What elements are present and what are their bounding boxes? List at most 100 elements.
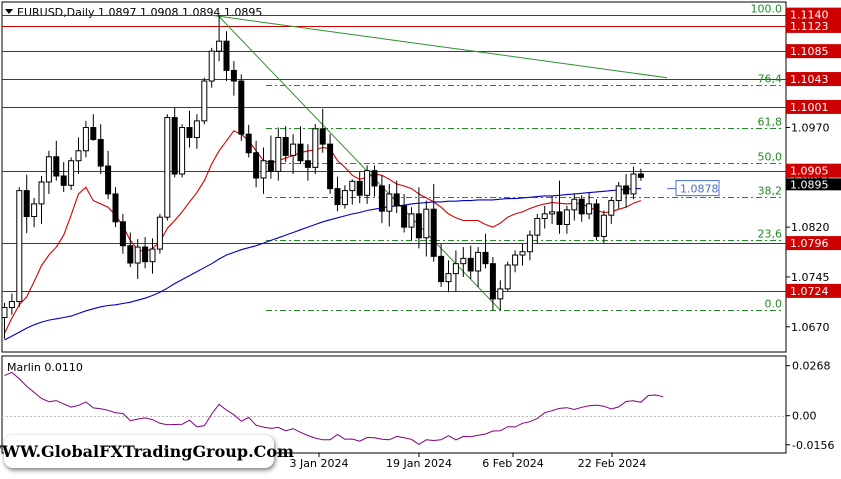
fib-label-5: 23,6 xyxy=(758,228,783,241)
candle-body xyxy=(467,257,474,272)
marlin-line xyxy=(4,371,664,445)
candle xyxy=(1,302,8,339)
candle-body xyxy=(297,143,304,162)
trendline-1 xyxy=(218,16,501,311)
candle-body xyxy=(90,127,97,140)
fib-label-2: 61,8 xyxy=(758,116,783,129)
candle-body xyxy=(171,117,178,175)
candle xyxy=(186,110,193,148)
candle xyxy=(245,124,252,158)
fib-label-6: 0.0 xyxy=(765,298,783,311)
candle xyxy=(238,74,245,141)
candle xyxy=(171,107,178,178)
candle-body xyxy=(482,251,489,265)
candle-body xyxy=(312,128,319,168)
ind-tick-label-0: 0.0268 xyxy=(792,360,831,373)
candle xyxy=(600,210,607,244)
candle-body xyxy=(423,208,430,239)
candle-body xyxy=(208,50,215,82)
candle-body xyxy=(341,190,348,206)
candle xyxy=(142,237,149,269)
candle-body xyxy=(142,246,149,263)
candle-body xyxy=(386,193,393,212)
candle xyxy=(637,168,644,181)
candle xyxy=(38,176,45,224)
candle-body xyxy=(201,80,208,122)
candle-body xyxy=(245,133,252,154)
candle-body xyxy=(45,156,52,183)
candle-body xyxy=(563,209,570,225)
candle xyxy=(364,165,371,204)
candle xyxy=(179,124,186,178)
candle-body xyxy=(593,203,600,237)
bid-tag-label: 1.0895 xyxy=(790,178,829,191)
candle xyxy=(549,195,556,224)
trendline-0 xyxy=(211,14,668,79)
x-tick-label-0: 3 Jan 2024 xyxy=(290,457,349,470)
candle-body xyxy=(393,193,400,207)
y-tick-label-0: 1.0970 xyxy=(791,122,830,135)
candle xyxy=(438,243,445,287)
candle-body xyxy=(327,143,334,190)
candle xyxy=(615,181,622,209)
candle xyxy=(8,293,15,315)
candle-body xyxy=(223,40,230,71)
candle xyxy=(68,157,75,190)
candle-body xyxy=(260,160,267,179)
candle-body xyxy=(571,198,578,211)
candle-body xyxy=(127,245,134,264)
level-label-bg-5 xyxy=(786,163,841,178)
candle-body xyxy=(334,188,341,206)
watermark: WWW.GlobalFXTradingGroup.Com xyxy=(0,435,294,468)
indicator-plot-frame xyxy=(1,355,787,454)
fib-label-4: 38,2 xyxy=(758,185,783,198)
level-label-1: 1.1123 xyxy=(790,20,829,33)
candle xyxy=(23,174,30,234)
candle xyxy=(134,239,141,279)
candle xyxy=(164,114,171,221)
candle xyxy=(467,245,474,279)
candle-body xyxy=(534,218,541,236)
candle xyxy=(452,250,459,292)
candle xyxy=(497,280,504,311)
ind-tick-label-1: 0.00 xyxy=(792,410,817,423)
candle-body xyxy=(105,165,112,195)
level-label-0: 1.1140 xyxy=(790,9,829,22)
candle-body xyxy=(378,185,385,212)
level-label-2: 1.1085 xyxy=(790,45,829,58)
candle xyxy=(415,187,422,249)
candle xyxy=(105,150,112,200)
candle-body xyxy=(452,263,459,275)
candle-body xyxy=(60,175,67,186)
candle-body xyxy=(193,120,200,138)
bid-tag-bg xyxy=(786,178,841,191)
candle-body xyxy=(615,185,622,202)
candle-body xyxy=(364,170,371,196)
y-tick-label-2: 1.0820 xyxy=(791,221,830,234)
candle-body xyxy=(415,213,422,239)
candle xyxy=(341,185,348,209)
candle xyxy=(156,213,163,254)
level-label-bg-3 xyxy=(786,72,841,87)
candle xyxy=(586,192,593,220)
candle-body xyxy=(282,136,289,156)
candle-body xyxy=(475,251,482,272)
candle-body xyxy=(541,213,548,220)
candle-body xyxy=(371,170,378,187)
candle xyxy=(60,162,67,192)
candle-body xyxy=(356,180,363,196)
candle-body xyxy=(253,152,260,179)
candle xyxy=(593,199,600,241)
candle xyxy=(297,126,304,165)
level-label-bg-6 xyxy=(786,236,841,251)
candle xyxy=(526,230,533,261)
candle xyxy=(401,193,408,233)
candle-body xyxy=(349,180,356,192)
candle-body xyxy=(526,234,533,253)
y-tick-label-3: 1.0745 xyxy=(791,271,830,284)
candle-body xyxy=(179,127,186,175)
candle-body xyxy=(290,143,297,156)
candle-body xyxy=(134,246,141,264)
